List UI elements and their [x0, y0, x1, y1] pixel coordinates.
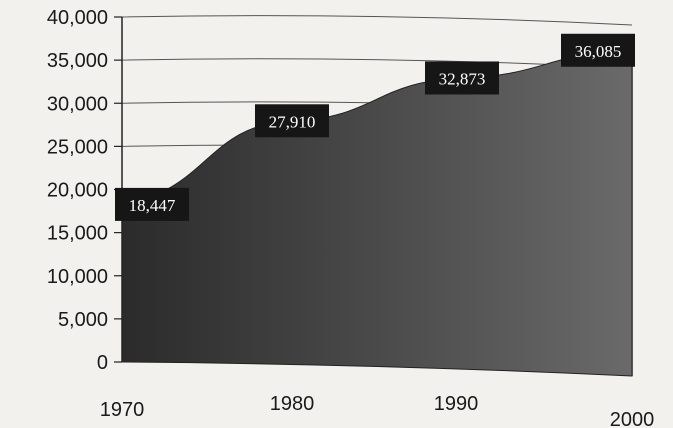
y-tick-label: 0	[97, 352, 108, 374]
area-series	[121, 50, 633, 377]
y-tick-label: 40,000	[47, 7, 108, 29]
y-tick-label: 30,000	[47, 93, 108, 115]
x-tick-label: 1990	[434, 393, 479, 415]
y-axis-ticks: 0 5,000 10,000 15,000 20,000 25,000 30,000 35,0…	[47, 7, 122, 374]
data-area	[121, 50, 633, 377]
data-label: 27,910	[269, 112, 316, 131]
x-axis-ticks: 1970 1980 1990 2000	[100, 393, 655, 428]
y-tick-label: 25,000	[47, 136, 108, 158]
data-label: 32,873	[439, 69, 486, 88]
data-label-box	[425, 61, 499, 95]
y-tick-label: 35,000	[47, 50, 108, 72]
data-label: 18,447	[129, 196, 176, 215]
data-label-box	[255, 104, 329, 138]
data-label-box	[561, 33, 635, 67]
data-label-box	[115, 187, 189, 221]
x-tick-label: 1980	[270, 393, 315, 415]
y-tick-label: 10,000	[47, 266, 108, 288]
y-tick-label: 5,000	[58, 309, 108, 331]
y-tick-label: 20,000	[47, 180, 108, 202]
data-label: 36,085	[575, 42, 622, 61]
data-labels: 18,447 27,910 32,873 36,085	[115, 33, 635, 221]
x-tick-label: 1970	[100, 399, 145, 421]
y-tick-label: 15,000	[47, 223, 108, 245]
x-tick-label: 2000	[610, 409, 655, 428]
gridline	[121, 15, 633, 26]
